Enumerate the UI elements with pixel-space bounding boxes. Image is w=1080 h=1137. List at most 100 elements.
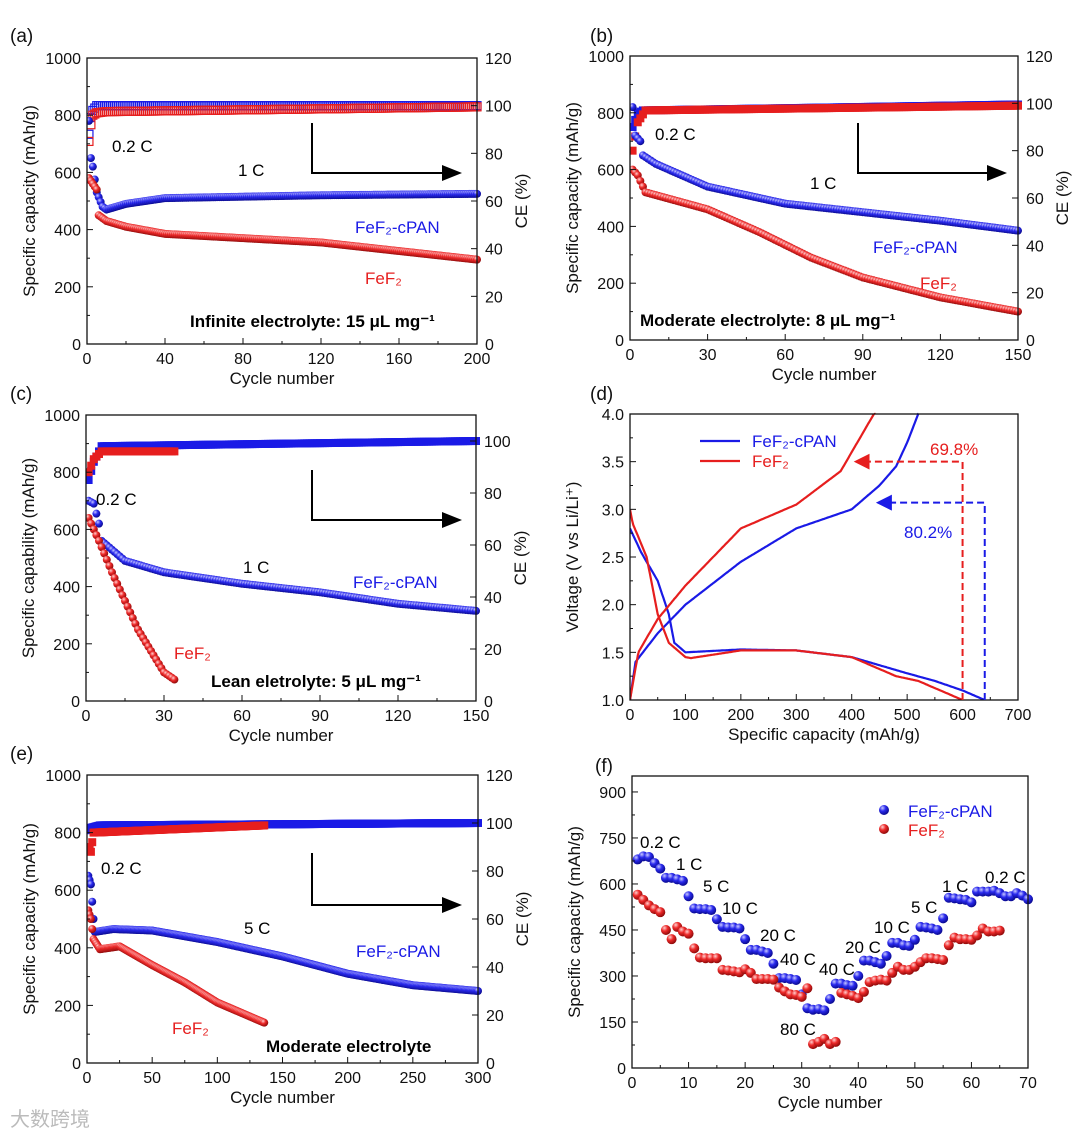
y2-axis-label: CE (%) [511,531,530,586]
y-axis-label: Specific capacity (mAh/g) [565,826,584,1018]
plot-area [630,100,1022,316]
panel-a: 0 40 80 120 160 20002004006008001000020406080… [10,26,531,388]
y2-tick-label: 100 [486,816,513,833]
panel-e: 0 50 100 150 200 250 3000200400600800100002040… [10,744,532,1107]
x-tick-label: 50 [906,1075,924,1092]
ce-point [86,476,93,484]
y-tick-label: 1000 [44,408,80,425]
y2-tick-label: 60 [485,194,503,211]
data-point [768,958,779,969]
panel-c: 0 30 60 90 120 150020040060080010000204060801… [10,384,530,745]
series-fef-ce [86,447,179,477]
x-tick-label: 60 [233,708,251,725]
curve-line [630,509,964,700]
annotation-label: 0.2 C [655,125,696,144]
data-point [734,923,745,934]
y-tick-label: 1000 [588,49,624,66]
data-point [825,993,835,1004]
legend-label: FeF₂-cPAN [908,802,993,821]
y-tick-label: 2.0 [602,598,624,615]
annotation-label: 1 C [676,855,702,874]
data-point [796,991,807,1002]
data-point [706,905,717,916]
y-tick-label: 600 [597,163,624,180]
y-tick-label: 2.5 [602,550,624,567]
retention-arrow [853,453,964,700]
series-fef-cpan [87,871,482,995]
y2-tick-label: 0 [484,694,493,711]
y2-tick-label: 100 [484,434,511,451]
annotation-label: FeF₂-cPAN [353,573,438,592]
data-point [87,154,95,163]
ce-point [630,123,637,131]
x-tick-label: 0 [83,351,92,368]
y-axis-label: Specific capability (mAh/g) [19,458,38,658]
annotation-label: 0.2 C [96,490,137,509]
y-tick-label: 600 [599,877,626,894]
annotation-label: Infinite electrolyte: 15 μL mg⁻¹ [190,312,435,331]
annotation-label: 40 C [819,960,855,979]
x-axis-label: Cycle number [772,365,877,384]
y2-tick-label: 120 [485,51,512,68]
y-tick-label: 400 [53,580,80,597]
x-tick-label: 150 [463,708,490,725]
plot-area [87,101,482,264]
x-tick-label: 400 [838,707,865,724]
panel-label: (b) [590,26,613,47]
x-tick-label: 120 [927,347,954,364]
ce-axis-arrow [311,470,462,528]
x-tick-label: 90 [311,708,329,725]
x-tick-label: 0 [626,707,635,724]
x-axis-label: Cycle number [230,1088,335,1107]
data-point [858,986,869,997]
x-tick-label: 40 [156,351,174,368]
data-point [802,983,813,994]
y2-axis-label: CE (%) [512,174,531,229]
y2-tick-label: 40 [486,960,504,977]
legend-label: FeF₂ [908,821,945,840]
data-point [170,675,179,684]
annotation-label: FeF₂-cPAN [356,942,441,961]
x-tick-label: 120 [385,708,412,725]
series-fef-ce [87,821,269,856]
x-tick-label: 0 [83,1070,92,1087]
series-fef- [630,165,1022,316]
y-tick-label: 600 [54,883,81,900]
data-point [938,913,949,924]
series-fef-cpan [86,496,480,615]
panel-f: 0 10 20 30 40 50 60 70 0 150 300 450 600 750 900 Cycle … [565,756,1037,1112]
y2-tick-label: 20 [485,289,503,306]
y-tick-label: 450 [599,923,626,940]
annotation-label: 1 C [238,161,264,180]
y2-tick-label: 120 [1026,49,1053,66]
ce-point [630,146,637,155]
y-tick-label: 400 [54,941,81,958]
y2-tick-label: 80 [485,146,503,163]
series-fef-ce [630,101,1022,155]
x-tick-label: 300 [783,707,810,724]
y-axis-label: Specific capacity (mAh/g) [20,105,39,297]
plot-area [87,819,482,1027]
x-tick-label: 50 [143,1070,161,1087]
y2-tick-label: 60 [484,538,502,555]
ce-point [170,447,179,456]
plot-area [632,851,1033,1050]
data-point [88,897,97,906]
data-point [95,536,103,545]
y-tick-label: 900 [599,785,626,802]
legend-marker [879,824,889,834]
plot-area [630,412,986,700]
data-point [666,934,677,945]
series-fef-cpan-discharge [630,527,986,700]
x-tick-label: 160 [386,351,413,368]
ce-point [260,821,269,830]
plot-frame [85,414,477,702]
y2-tick-label: 20 [1026,286,1044,303]
data-point [630,103,637,112]
x-tick-label: 200 [464,351,491,368]
y-tick-label: 200 [54,280,81,297]
annotation-label: 80.2% [904,523,952,542]
data-point [909,934,920,945]
y-tick-label: 0 [615,333,624,350]
panel-label: (c) [10,384,32,405]
